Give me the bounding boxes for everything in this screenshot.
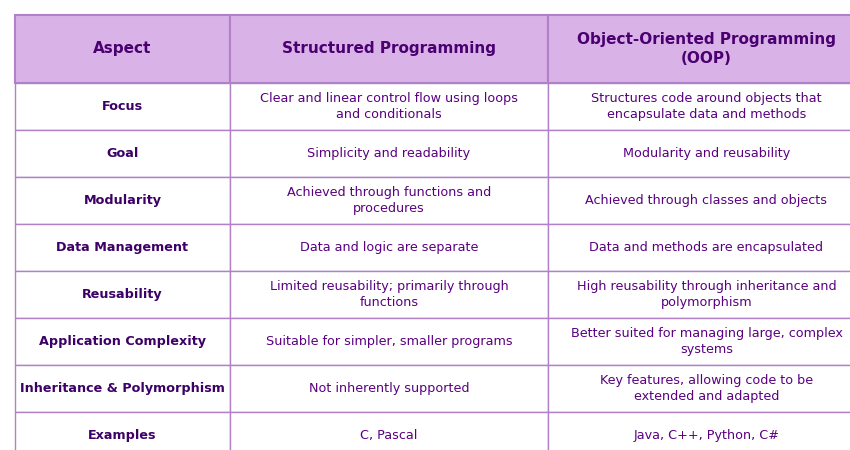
Text: Limited reusability; primarily through
functions: Limited reusability; primarily through f… [269,280,508,309]
Bar [15,224,230,271]
Bar [230,177,548,224]
Bar [15,83,230,130]
Text: Suitable for simpler, smaller programs: Suitable for simpler, smaller programs [266,335,513,348]
Bar [548,318,850,365]
Bar [230,15,548,83]
Text: Java, C++, Python, C#: Java, C++, Python, C# [633,429,779,442]
Text: Simplicity and readability: Simplicity and readability [308,147,471,160]
Text: Modularity and reusability: Modularity and reusability [623,147,790,160]
Bar [15,271,230,318]
Bar [15,412,230,450]
Text: Application Complexity: Application Complexity [39,335,206,348]
Bar [230,83,548,130]
Bar [230,271,548,318]
Text: Structured Programming: Structured Programming [282,41,496,57]
Bar [230,224,548,271]
Text: Not inherently supported: Not inherently supported [309,382,469,395]
Bar [15,130,230,177]
Text: Better suited for managing large, complex
systems: Better suited for managing large, comple… [570,327,842,356]
Text: Key features, allowing code to be
extended and adapted: Key features, allowing code to be extend… [600,374,813,403]
Text: High reusability through inheritance and
polymorphism: High reusability through inheritance and… [576,280,836,309]
Bar [548,177,850,224]
Text: Aspect: Aspect [94,41,151,57]
Text: Focus: Focus [102,100,143,113]
Bar [548,130,850,177]
Bar [548,224,850,271]
Text: C, Pascal: C, Pascal [360,429,417,442]
Text: Examples: Examples [88,429,156,442]
Bar [15,318,230,365]
Text: Goal: Goal [106,147,139,160]
Bar [230,365,548,412]
Text: Object-Oriented Programming
(OOP): Object-Oriented Programming (OOP) [577,32,836,66]
Bar [230,412,548,450]
Bar [230,130,548,177]
Text: Achieved through classes and objects: Achieved through classes and objects [586,194,828,207]
Bar [230,318,548,365]
Text: Clear and linear control flow using loops
and conditionals: Clear and linear control flow using loop… [260,92,518,121]
Bar [548,271,850,318]
Text: Modularity: Modularity [83,194,162,207]
Text: Data and logic are separate: Data and logic are separate [300,241,479,254]
Text: Data and methods are encapsulated: Data and methods are encapsulated [590,241,824,254]
Text: Reusability: Reusability [82,288,163,301]
Text: Data Management: Data Management [56,241,189,254]
Bar [548,15,850,83]
Bar [548,365,850,412]
Text: Inheritance & Polymorphism: Inheritance & Polymorphism [20,382,225,395]
Bar [548,83,850,130]
Text: Achieved through functions and
procedures: Achieved through functions and procedure… [286,186,491,215]
Bar [15,177,230,224]
Bar [548,412,850,450]
Text: Structures code around objects that
encapsulate data and methods: Structures code around objects that enca… [592,92,822,121]
Bar [15,365,230,412]
Bar [15,15,230,83]
